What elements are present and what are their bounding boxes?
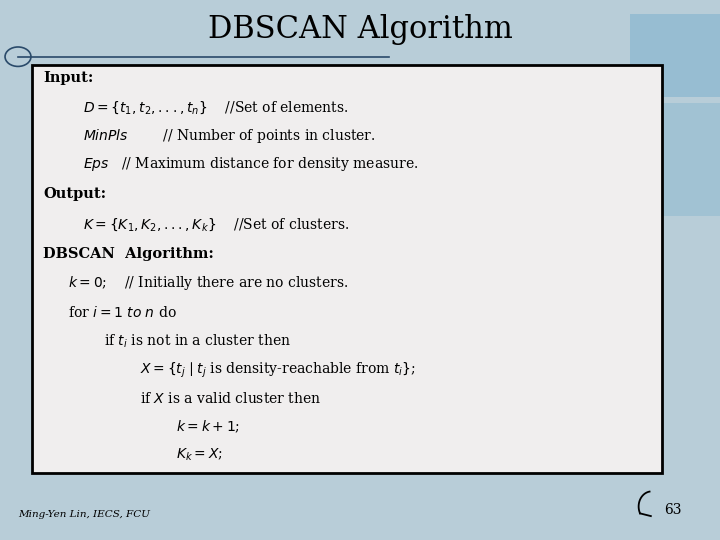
Text: Input:: Input: bbox=[43, 71, 94, 85]
Text: $k = k+1$;: $k = k+1$; bbox=[176, 418, 240, 435]
Text: Ming-Yen Lin, IECS, FCU: Ming-Yen Lin, IECS, FCU bbox=[18, 510, 150, 518]
Text: if $X$ is a valid cluster then: if $X$ is a valid cluster then bbox=[140, 391, 322, 406]
Text: DBSCAN Algorithm: DBSCAN Algorithm bbox=[207, 14, 513, 45]
Text: $k = 0$;    // Initially there are no clusters.: $k = 0$; // Initially there are no clust… bbox=[68, 274, 348, 293]
Text: Output:: Output: bbox=[43, 187, 107, 201]
Text: 63: 63 bbox=[665, 503, 682, 517]
Text: $X = \{t_j \mid t_j$ is density-reachable from $t_i\}$;: $X = \{t_j \mid t_j$ is density-reachabl… bbox=[140, 360, 416, 380]
Text: $K = \{K_1, K_2, ..., K_k\}$    //Set of clusters.: $K = \{K_1, K_2, ..., K_k\}$ //Set of cl… bbox=[83, 215, 349, 233]
FancyBboxPatch shape bbox=[32, 65, 662, 472]
FancyBboxPatch shape bbox=[659, 103, 720, 216]
Text: $MinPls$        // Number of points in cluster.: $MinPls$ // Number of points in cluster. bbox=[83, 127, 375, 145]
FancyBboxPatch shape bbox=[630, 14, 720, 97]
Text: if $t_i$ is not in a cluster then: if $t_i$ is not in a cluster then bbox=[104, 333, 292, 350]
Text: $D = \{t_1, t_2, ..., t_n\}$    //Set of elements.: $D = \{t_1, t_2, ..., t_n\}$ //Set of el… bbox=[83, 99, 348, 117]
Text: for $i = 1$ $to$ $n$ do: for $i = 1$ $to$ $n$ do bbox=[68, 305, 177, 320]
Text: DBSCAN  Algorithm:: DBSCAN Algorithm: bbox=[43, 247, 214, 261]
Text: $K_k = X$;: $K_k = X$; bbox=[176, 447, 223, 463]
Text: $Eps$   // Maximum distance for density measure.: $Eps$ // Maximum distance for density me… bbox=[83, 155, 418, 173]
